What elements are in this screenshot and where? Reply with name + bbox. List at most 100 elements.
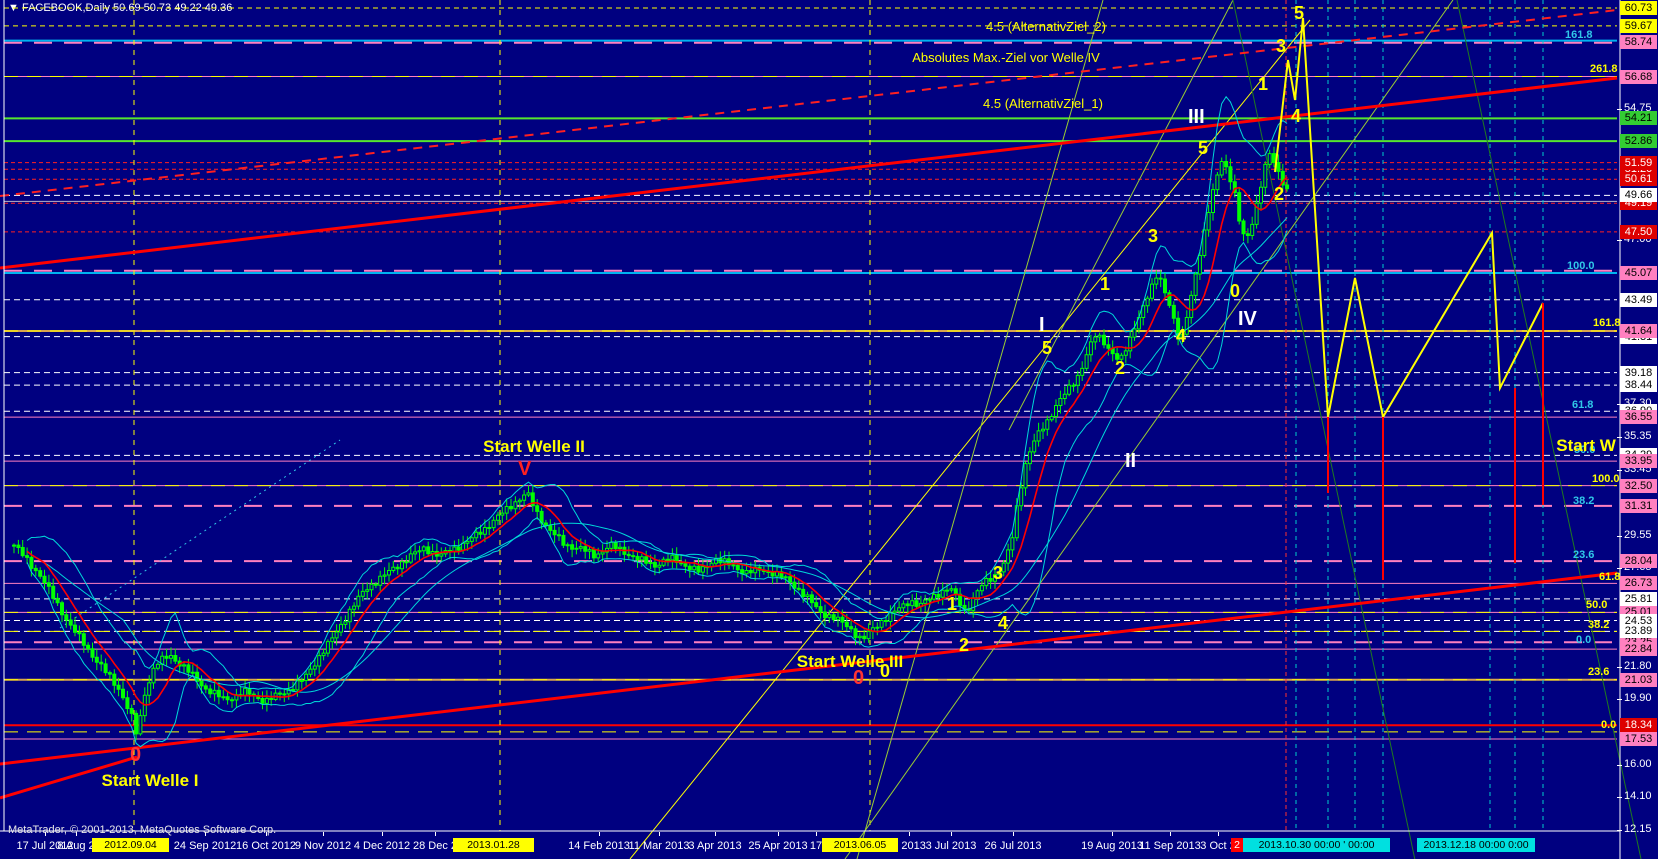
wave-label: 0 — [853, 667, 865, 689]
time-axis-tickmark — [435, 832, 436, 836]
chart-title-text: FACEBOOK,Daily 50.69 50.73 49.22 49.36 — [21, 2, 233, 14]
time-axis-tickmark — [909, 832, 910, 836]
time-axis-tickmark — [266, 832, 267, 836]
fib-level-label: 61.8 — [1599, 571, 1621, 583]
price-axis-tick: 19.90 — [1624, 691, 1652, 704]
wave-label: IV — [1238, 308, 1257, 330]
wave-label: 3 — [1148, 226, 1159, 246]
price-badge: 28.04 — [1620, 554, 1657, 569]
price-badge: 56.68 — [1620, 69, 1657, 84]
price-axis-tick: 29.55 — [1624, 528, 1652, 541]
forecast-zigzag — [1274, 17, 1544, 420]
time-axis-highlight: 2013.10.30 00:00 ' 00:00 .11.21 00:00 — [1243, 838, 1390, 852]
time-axis-highlight: 2013.01.28 00:00 — [453, 838, 534, 852]
fib-level-label: 50.0 — [1574, 444, 1596, 456]
candle-wicks — [13, 146, 1288, 741]
fib-level-label: 161.8 — [1593, 317, 1621, 329]
time-axis-tick: 25 Apr 2013 — [748, 840, 808, 852]
trend-line — [0, 9, 1618, 197]
price-axis-tickmark — [1617, 469, 1622, 471]
wave-label: I — [1039, 314, 1045, 336]
wave-label: 3 — [1276, 36, 1287, 56]
time-axis-tick: 9 Nov 2012 — [294, 840, 352, 852]
fib-level-label: 100.0 — [1567, 260, 1595, 272]
time-axis-tick: 3 Apr 2013 — [688, 840, 742, 852]
price-axis-tickmark — [1617, 109, 1622, 111]
time-axis-tickmark — [778, 832, 779, 836]
metatrader-credit: MetaTrader, © 2001-2013, MetaQuotes Soft… — [8, 824, 277, 836]
price-badge: 24.53 — [1620, 613, 1657, 628]
price-badge: 26.73 — [1620, 576, 1657, 591]
fib-level-label: 0.0 — [1576, 634, 1592, 646]
time-axis-tick: 11 Mar 2013 — [628, 840, 690, 852]
price-badge: 50.61 — [1620, 172, 1657, 187]
bollinger-lower-band — [26, 230, 1288, 748]
wave-label: 2 — [959, 635, 970, 655]
fib-level-label: 261.8 — [1590, 63, 1618, 75]
price-badge: 43.49 — [1620, 292, 1657, 307]
price-axis-tickmark — [1617, 764, 1622, 766]
price-axis-tickmark — [1617, 830, 1622, 832]
trend-line — [59, 439, 341, 629]
wave-label: 5 — [1294, 3, 1305, 23]
price-badge: 33.95 — [1620, 454, 1657, 469]
fib-level-label: 38.2 — [1573, 495, 1595, 507]
time-axis-tickmark — [323, 832, 324, 836]
candles-bull — [12, 153, 1272, 735]
time-axis-tick: 17 — [809, 840, 823, 852]
price-badge: 54.21 — [1620, 111, 1657, 126]
price-badge: 52.86 — [1620, 134, 1657, 149]
time-axis-tickmark — [659, 832, 660, 836]
time-axis-tick: 28 Dec 2 — [412, 840, 458, 852]
price-axis-tickmark — [1617, 698, 1622, 700]
price-axis-tickmark — [1617, 666, 1622, 668]
fib-level-label: 161.8 — [1565, 29, 1593, 41]
wave-label: V — [518, 458, 532, 480]
text-annotation: Start W — [1556, 436, 1616, 455]
time-axis-tickmark — [205, 832, 206, 836]
wave-label: 3 — [993, 563, 1004, 583]
fib-level-label: 61.8 — [1572, 399, 1594, 411]
text-annotation: Absolutes Max.-Ziel vor Welle IV — [912, 50, 1100, 65]
trend-line — [1232, 0, 1416, 859]
wave-label: 0 — [880, 661, 891, 681]
wave-label: 1 — [947, 594, 958, 614]
price-axis-tickmark — [1617, 535, 1622, 537]
price-badge: 47.50 — [1620, 224, 1657, 239]
time-axis-tickmark — [1170, 832, 1171, 836]
time-axis-tick: 17 Jul 2012 — [16, 840, 74, 852]
trend-line — [844, 0, 1454, 859]
price-badge: 23.89 — [1620, 624, 1657, 639]
time-axis-tick: 3 Jul 2013 — [925, 840, 977, 852]
time-axis-tickmark — [45, 832, 46, 836]
time-axis-tick: 11 Sep 2013 — [1139, 840, 1201, 852]
wave-label: 4 — [1176, 326, 1187, 346]
time-axis-tick: 3 Oct 2 — [1200, 840, 1236, 852]
price-badge: 45.07 — [1620, 265, 1657, 280]
slow-ma-line — [26, 217, 1288, 693]
text-annotation: Start Welle I — [101, 771, 199, 790]
time-axis-tick: 14 Feb 2013 — [568, 840, 630, 852]
text-annotation: 4.5 (AlternativZiel_2) — [986, 19, 1106, 34]
time-axis-tickmark — [816, 832, 817, 836]
time-axis-tickmark — [599, 832, 600, 836]
trend-line — [0, 76, 1618, 270]
price-badge: 60.73 — [1620, 1, 1657, 15]
time-axis-tickmark — [1218, 832, 1219, 836]
time-axis-highlight: 2013.12.18 00:00 0:00 00:00 — [1417, 838, 1535, 852]
price-axis-tickmark — [1617, 240, 1622, 242]
price-badge: 31.31 — [1620, 498, 1657, 513]
fib-level-label: 23.6 — [1573, 549, 1595, 561]
fib-level-label: 0.0 — [1601, 719, 1617, 731]
price-badge: 49.66 — [1620, 188, 1657, 203]
price-badge: 21.03 — [1620, 672, 1657, 687]
time-axis-highlight: 2012.09.04 00:00 — [92, 838, 169, 852]
wave-label: II — [1125, 450, 1137, 472]
price-badge: 18.34 — [1620, 718, 1657, 733]
trend-line — [629, 19, 1311, 859]
trend-line — [0, 755, 138, 800]
red-ma-line — [26, 176, 1288, 706]
price-badge: 59.67 — [1620, 18, 1657, 33]
